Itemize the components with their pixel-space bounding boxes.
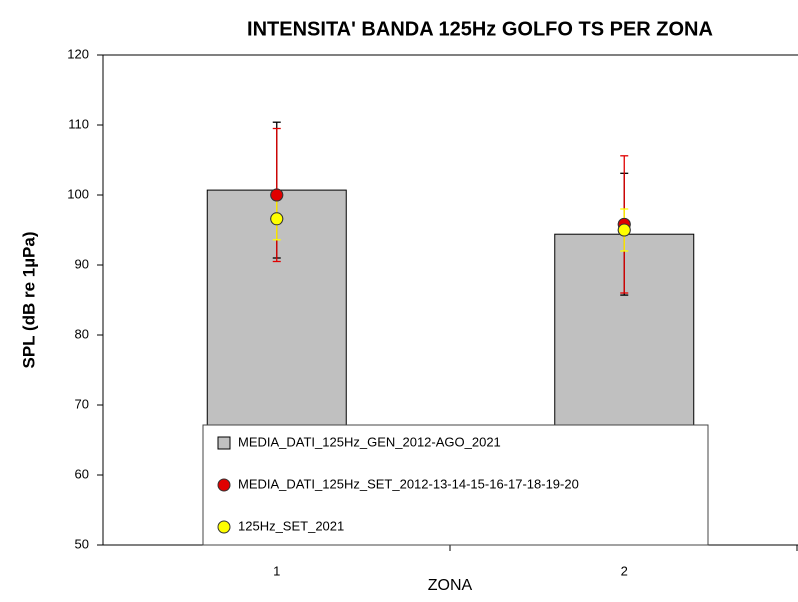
y-tick-label: 120 xyxy=(67,46,89,61)
marker xyxy=(270,212,284,226)
marker xyxy=(270,188,284,202)
legend-swatch xyxy=(217,478,231,492)
legend: MEDIA_DATI_125Hz_GEN_2012-AGO_2021 MEDIA_… xyxy=(202,424,709,546)
y-tick-label: 100 xyxy=(67,186,89,201)
legend-box xyxy=(202,424,709,546)
x-tick-label: 1 xyxy=(273,563,280,578)
legend-swatch xyxy=(217,436,231,450)
y-tick-label: 90 xyxy=(75,256,89,271)
y-axis-label: SPL (dB re 1µPa) xyxy=(19,231,38,368)
x-axis-label: ZONA xyxy=(428,577,473,594)
x-tick-label: 2 xyxy=(621,563,628,578)
marker xyxy=(617,223,631,237)
y-tick-label: 70 xyxy=(75,396,89,411)
y-tick-label: 60 xyxy=(75,466,89,481)
legend-swatch xyxy=(217,520,231,534)
y-tick-label: 110 xyxy=(68,116,89,131)
y-tick-label: 80 xyxy=(75,326,89,341)
chart-title: INTENSITA' BANDA 125Hz GOLFO TS PER ZONA xyxy=(247,18,713,40)
legend-label: MEDIA_DATI_125Hz_SET_2012-13-14-15-16-17… xyxy=(238,476,579,491)
y-tick-label: 50 xyxy=(75,536,89,551)
legend-label: MEDIA_DATI_125Hz_GEN_2012-AGO_2021 xyxy=(238,434,501,449)
legend-label: 125Hz_SET_2021 xyxy=(238,518,344,533)
